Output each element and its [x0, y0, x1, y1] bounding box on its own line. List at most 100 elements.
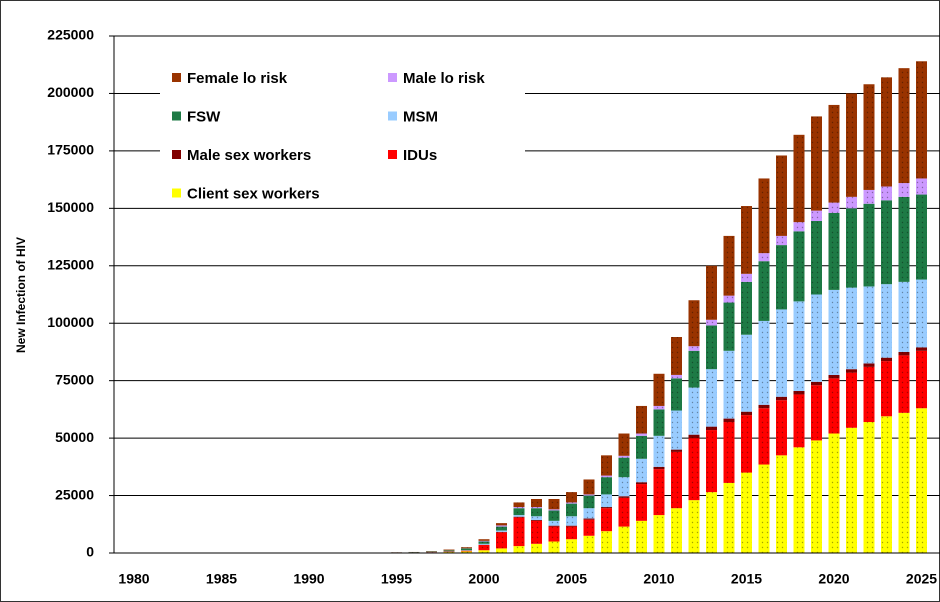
bar-texture — [881, 361, 892, 417]
bar-texture — [618, 477, 630, 497]
bar-texture — [881, 77, 892, 187]
x-tick-label: 2005 — [556, 571, 587, 587]
bar-texture — [531, 507, 542, 509]
bar-texture — [793, 394, 805, 448]
bar-texture — [513, 546, 525, 553]
bar-texture — [776, 235, 787, 246]
bar-texture — [723, 482, 735, 553]
bar-texture — [443, 549, 455, 551]
bar-texture — [863, 189, 875, 204]
x-tick-label: 1990 — [293, 571, 324, 587]
bar-texture — [478, 550, 490, 553]
legend-swatch — [388, 150, 397, 159]
bar-texture — [478, 541, 490, 544]
bar-texture — [828, 104, 840, 203]
bar-texture — [811, 116, 822, 211]
bar-texture — [566, 539, 577, 553]
bar-texture — [846, 427, 857, 553]
bar-texture — [846, 372, 857, 428]
bar-texture — [671, 374, 682, 379]
bar-texture — [548, 525, 560, 527]
legend-swatch — [172, 150, 181, 159]
bar-texture — [776, 396, 787, 401]
bar-texture — [758, 261, 770, 321]
bar-texture — [793, 447, 805, 553]
bar-texture — [706, 430, 717, 493]
bar-texture — [706, 369, 717, 427]
legend-swatch — [388, 73, 397, 82]
bar-texture — [653, 435, 665, 467]
bar-texture — [566, 502, 577, 504]
y-tick-label: 175000 — [47, 142, 94, 158]
bar-texture — [688, 434, 700, 439]
bar-texture — [916, 279, 927, 348]
bar-texture — [881, 357, 892, 362]
bar-texture — [706, 492, 717, 553]
bar-texture — [548, 499, 560, 510]
bar-texture — [583, 508, 595, 519]
bar-texture — [758, 320, 770, 405]
bar-texture — [793, 391, 805, 395]
bar-texture — [653, 373, 665, 406]
bar-texture — [881, 416, 892, 553]
bar-texture — [898, 281, 910, 352]
bar-texture — [636, 520, 647, 553]
bar-texture — [618, 526, 630, 553]
bar-texture — [583, 479, 595, 495]
bar-texture — [671, 449, 682, 452]
bar-texture — [636, 435, 647, 459]
bar-texture — [531, 520, 542, 544]
legend-label: Male lo risk — [403, 70, 485, 87]
x-tick-label: 2025 — [906, 571, 937, 587]
bar-texture — [846, 208, 857, 288]
bar-texture — [496, 530, 507, 532]
bar-texture — [828, 374, 840, 379]
y-tick-label: 75000 — [55, 371, 94, 387]
bar-texture — [671, 451, 682, 509]
bar-texture — [898, 68, 910, 184]
bar-texture — [601, 477, 612, 495]
bar-texture — [741, 281, 752, 335]
legend-label: MSM — [403, 108, 438, 125]
bar-texture — [583, 494, 595, 496]
bar-texture — [513, 516, 525, 518]
bar-texture — [811, 294, 822, 382]
bar-texture — [846, 287, 857, 370]
bar-texture — [828, 289, 840, 375]
bar-texture — [496, 525, 507, 527]
bar-texture — [531, 516, 542, 520]
bar-texture — [566, 526, 577, 540]
y-tick-label: 200000 — [47, 84, 94, 100]
bar-texture — [531, 519, 542, 521]
bar-texture — [828, 212, 840, 290]
legend-label: Client sex workers — [187, 185, 320, 202]
legend-label: Male sex workers — [187, 147, 311, 164]
bar-texture — [898, 183, 910, 197]
bar-texture — [566, 525, 577, 527]
bar-texture — [881, 200, 892, 285]
x-tick-label: 2020 — [818, 571, 849, 587]
bar-texture — [846, 93, 857, 197]
bar-texture — [688, 350, 700, 388]
bar-texture — [548, 520, 560, 526]
bar-texture — [741, 273, 752, 282]
bar-texture — [531, 543, 542, 553]
bar-texture — [741, 411, 752, 416]
bar-texture — [811, 220, 822, 295]
x-tick-label: 2015 — [731, 571, 762, 587]
bar-texture — [636, 482, 647, 485]
bar-texture — [461, 551, 472, 553]
bar-texture — [723, 350, 735, 419]
bar-texture — [723, 422, 735, 483]
bar-texture — [566, 492, 577, 503]
bar-texture — [688, 500, 700, 553]
bar-texture — [706, 319, 717, 326]
bar-texture — [618, 433, 630, 456]
bar-texture — [513, 517, 525, 547]
bar-texture — [583, 535, 595, 553]
bar-texture — [758, 253, 770, 262]
bar-texture — [741, 206, 752, 274]
bar-texture — [898, 412, 910, 553]
bar-texture — [741, 415, 752, 473]
bar-texture — [776, 400, 787, 456]
